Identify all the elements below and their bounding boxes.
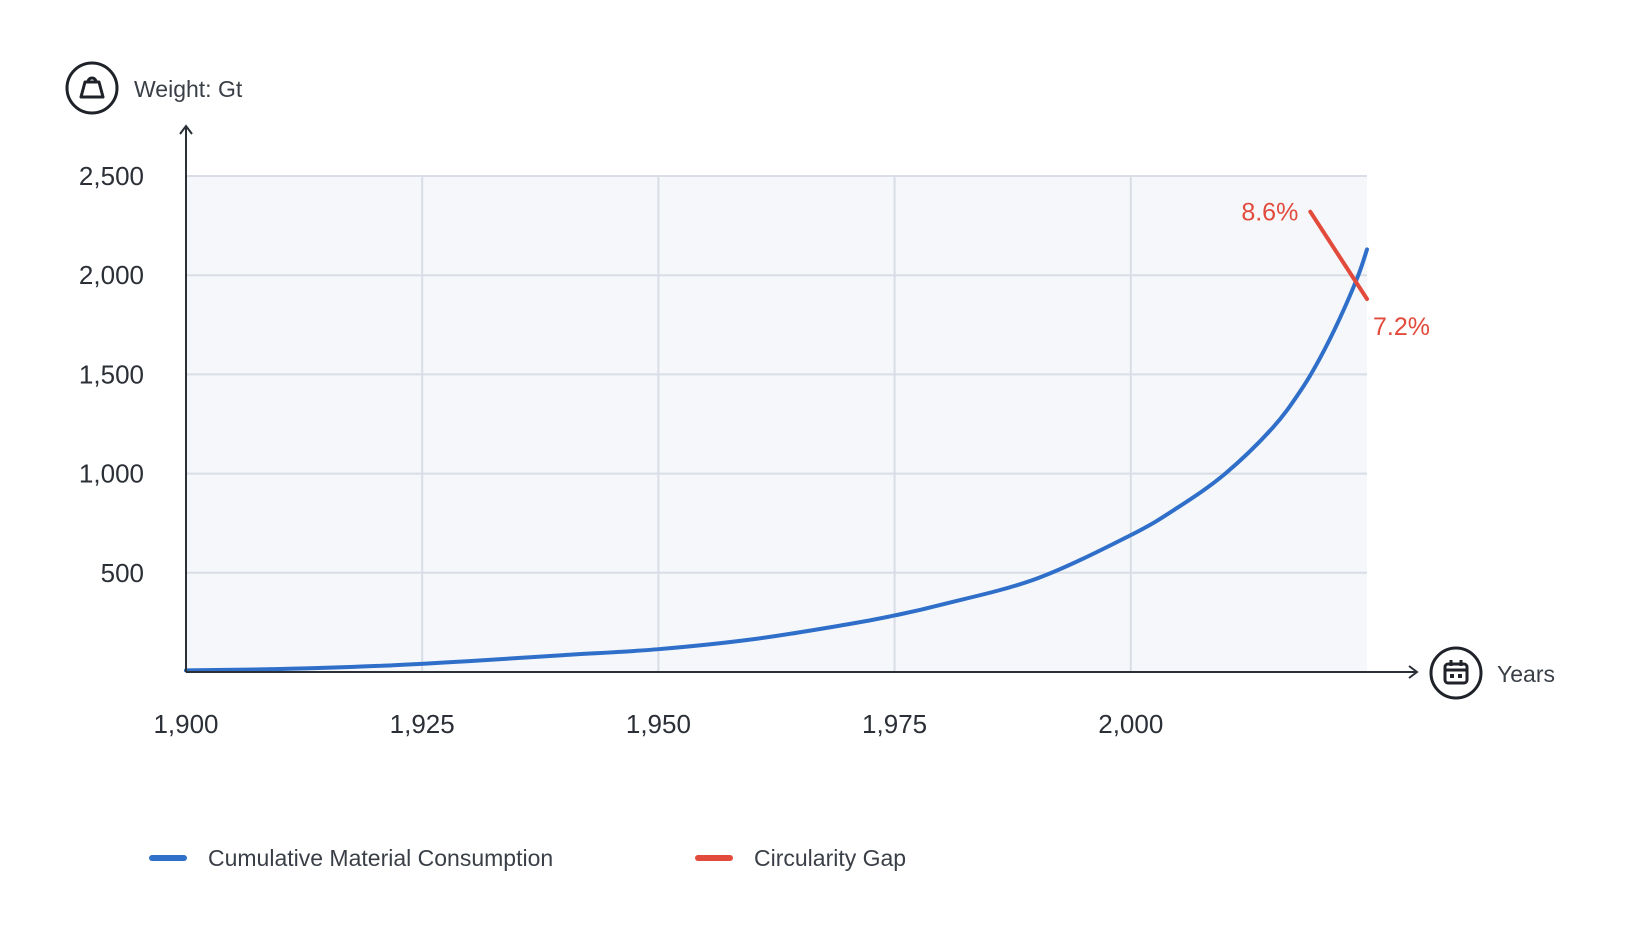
y-tick-label: 2,000 — [79, 260, 144, 290]
grid — [186, 175, 1367, 672]
tick-labels: 500 1,000 1,500 2,000 2,500 1,900 1,925 1,950 1,… — [79, 161, 1163, 739]
y-axis-arrow — [179, 124, 193, 135]
y-tick-label: 1,000 — [79, 459, 144, 489]
x-tick-label: 2,000 — [1098, 709, 1163, 739]
y-tick-label: 1,500 — [79, 359, 144, 389]
y-tick-label: 500 — [101, 558, 144, 588]
series-layer — [184, 209, 1369, 673]
y-tick-label: 2,500 — [79, 161, 144, 191]
weight-icon — [65, 61, 119, 115]
legend-label: Circularity Gap — [754, 845, 906, 871]
y-axis-label: Weight: Gt — [134, 76, 243, 102]
x-tick-label: 1,900 — [153, 709, 218, 739]
x-axis-label: Years — [1497, 661, 1555, 687]
axes — [179, 124, 1419, 679]
x-tick-label: 1,925 — [390, 709, 455, 739]
x-tick-label: 1,975 — [862, 709, 927, 739]
calendar-icon — [1429, 646, 1483, 700]
annotation-label: 8.6% — [1241, 199, 1298, 227]
x-axis-arrow — [1408, 665, 1419, 679]
annotation-label: 7.2% — [1373, 313, 1430, 341]
plot-background — [186, 176, 1367, 672]
series-line-0 — [184, 247, 1369, 673]
legend: Cumulative Material Consumption Circulari… — [149, 845, 906, 871]
series-line-1 — [1308, 209, 1369, 302]
annotations: 8.6% 7.2% — [1241, 199, 1430, 341]
legend-label: Cumulative Material Consumption — [208, 845, 553, 871]
x-tick-label: 1,950 — [626, 709, 691, 739]
